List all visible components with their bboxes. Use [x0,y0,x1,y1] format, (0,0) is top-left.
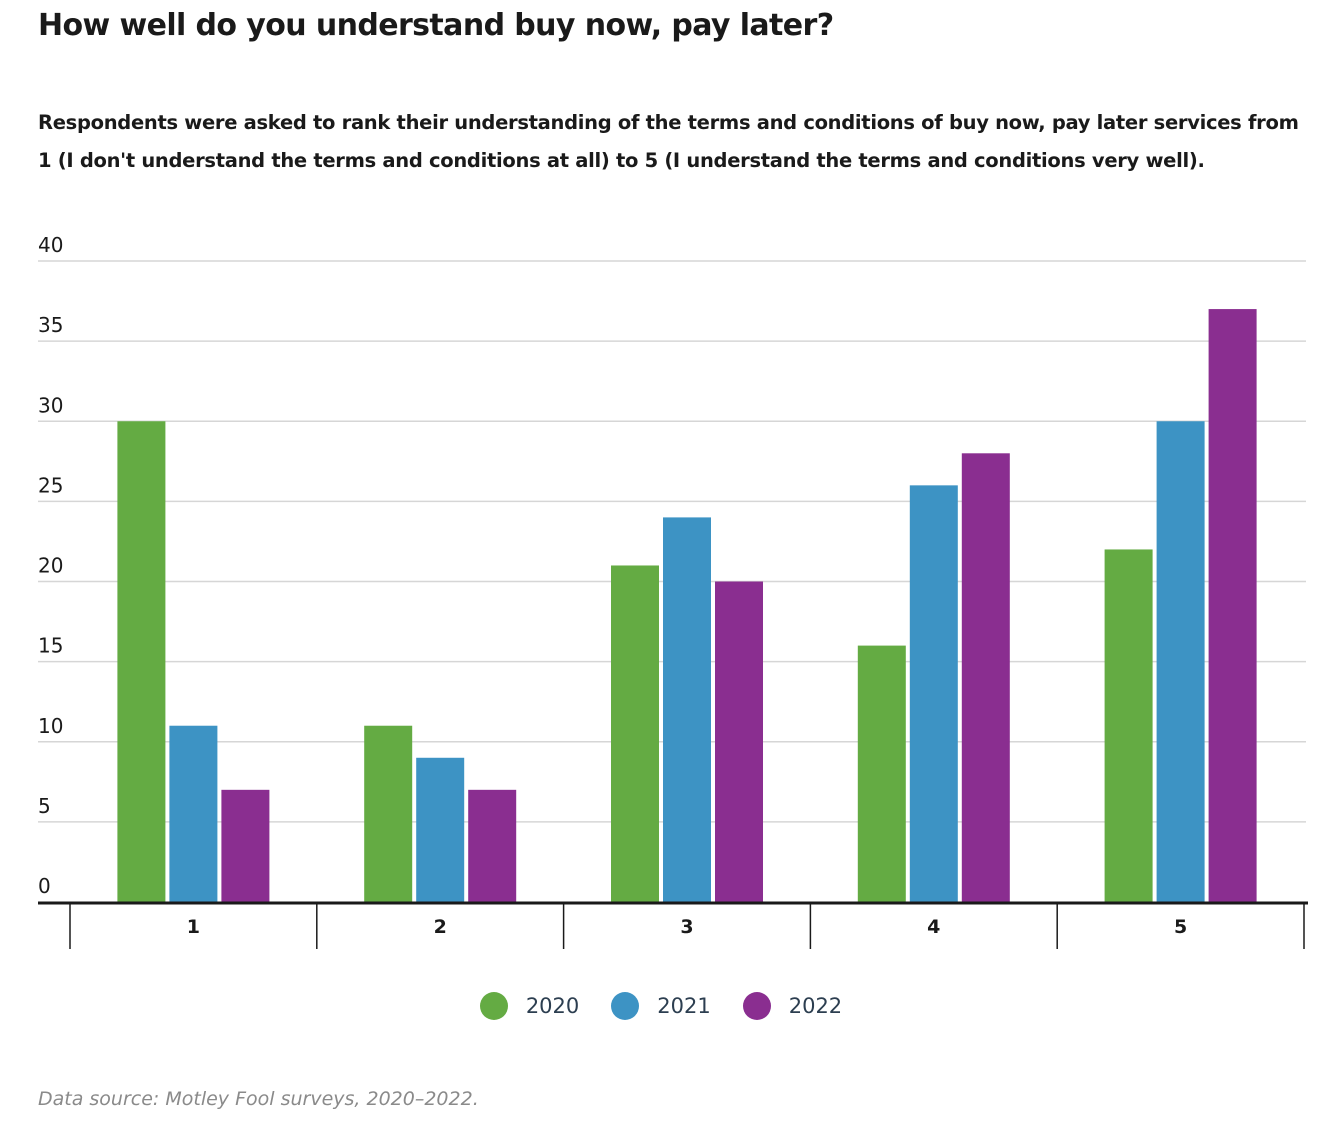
bar-2022-1 [221,789,270,902]
legend-label: 2021 [657,994,711,1018]
y-tick-label: 35 [38,313,63,337]
bar-chart: 0 5 10 15 20 25 30 35 40 1 2 3 4 5 [38,233,1308,949]
bar-2022-4 [961,453,1010,902]
y-tick-label: 25 [38,473,63,497]
bar-2022-3 [715,581,763,902]
bar-2020-3 [611,565,659,902]
legend-item-2022: 2022 [742,992,843,1020]
legend-swatch [479,992,508,1020]
bars [117,309,1257,902]
legend: 2020 2021 2022 [0,992,1322,1020]
legend-swatch [611,992,640,1020]
data-source-note: Data source: Motley Fool surveys, 2020–2… [38,1088,479,1110]
y-axis-ticks: 0 5 10 15 20 25 30 35 40 [38,233,63,898]
legend-label: 2020 [525,994,580,1018]
y-tick-label: 40 [38,233,63,257]
bar-2021-5 [1156,421,1205,902]
legend-swatch [742,992,771,1020]
legend-item-2020: 2020 [479,992,580,1020]
bar-2020-5 [1104,549,1153,902]
bar-2022-2 [468,789,517,902]
bar-2021-1 [169,725,218,902]
bar-2020-1 [117,421,166,902]
legend-label: 2022 [788,994,843,1018]
y-tick-label: 30 [38,393,63,417]
chart-subtitle: Respondents were asked to rank their und… [38,111,1299,172]
x-tick-label: 3 [680,916,693,938]
x-axis: 1 2 3 4 5 [38,901,1308,949]
bar-2021-3 [663,517,711,902]
legend-item-2021: 2021 [611,992,711,1020]
y-tick-label: 20 [38,554,63,578]
bar-2020-2 [364,725,413,902]
bar-2021-2 [416,757,465,902]
y-tick-label: 10 [38,714,63,738]
x-tick-label: 1 [187,916,200,938]
x-tick-label: 2 [434,916,447,938]
y-tick-label: 0 [38,874,51,898]
y-tick-label: 15 [38,634,63,658]
bar-2020-4 [857,645,906,902]
y-tick-label: 5 [38,794,51,818]
chart-title: How well do you understand buy now, pay … [38,8,834,43]
x-tick-label: 4 [927,916,940,938]
x-tick-label: 5 [1174,916,1187,938]
bar-2022-5 [1208,309,1257,902]
bar-2021-4 [909,485,958,902]
